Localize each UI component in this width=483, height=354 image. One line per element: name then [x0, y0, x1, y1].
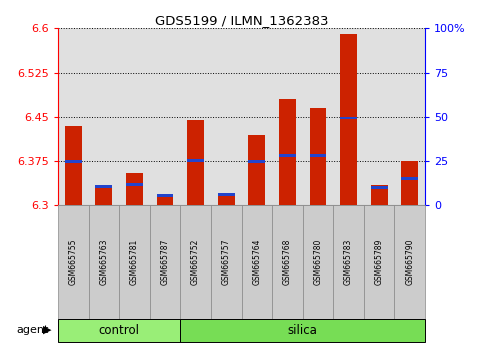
- Text: GSM665752: GSM665752: [191, 239, 200, 285]
- Text: silica: silica: [288, 324, 318, 337]
- Bar: [218, 194, 235, 205]
- Bar: [126, 173, 143, 205]
- Bar: [96, 185, 112, 188]
- Text: GSM665789: GSM665789: [375, 239, 384, 285]
- Text: GSM665764: GSM665764: [252, 239, 261, 285]
- Bar: [371, 186, 387, 189]
- Bar: [187, 159, 204, 162]
- Bar: [401, 177, 418, 180]
- Bar: [340, 34, 357, 205]
- Bar: [96, 188, 112, 205]
- Bar: [279, 154, 296, 157]
- Title: GDS5199 / ILMN_1362383: GDS5199 / ILMN_1362383: [155, 14, 328, 27]
- Text: GSM665757: GSM665757: [222, 239, 231, 285]
- Text: ▶: ▶: [43, 325, 52, 335]
- Bar: [126, 183, 143, 185]
- Bar: [187, 120, 204, 205]
- Text: GSM665781: GSM665781: [130, 239, 139, 285]
- Bar: [310, 108, 327, 205]
- Bar: [248, 160, 265, 163]
- Text: GSM665755: GSM665755: [69, 239, 78, 285]
- Text: agent: agent: [16, 325, 48, 335]
- Bar: [371, 185, 387, 205]
- Bar: [65, 160, 82, 162]
- Bar: [156, 195, 173, 205]
- Bar: [279, 99, 296, 205]
- Text: GSM665763: GSM665763: [99, 239, 108, 285]
- Text: GSM665780: GSM665780: [313, 239, 323, 285]
- Text: control: control: [99, 324, 140, 337]
- Bar: [65, 126, 82, 205]
- Bar: [248, 135, 265, 205]
- Text: GSM665768: GSM665768: [283, 239, 292, 285]
- Text: GSM665783: GSM665783: [344, 239, 353, 285]
- Bar: [218, 193, 235, 196]
- Bar: [340, 116, 357, 120]
- Bar: [401, 161, 418, 205]
- Bar: [310, 154, 327, 157]
- Bar: [156, 194, 173, 198]
- Text: GSM665790: GSM665790: [405, 239, 414, 285]
- Text: GSM665787: GSM665787: [160, 239, 170, 285]
